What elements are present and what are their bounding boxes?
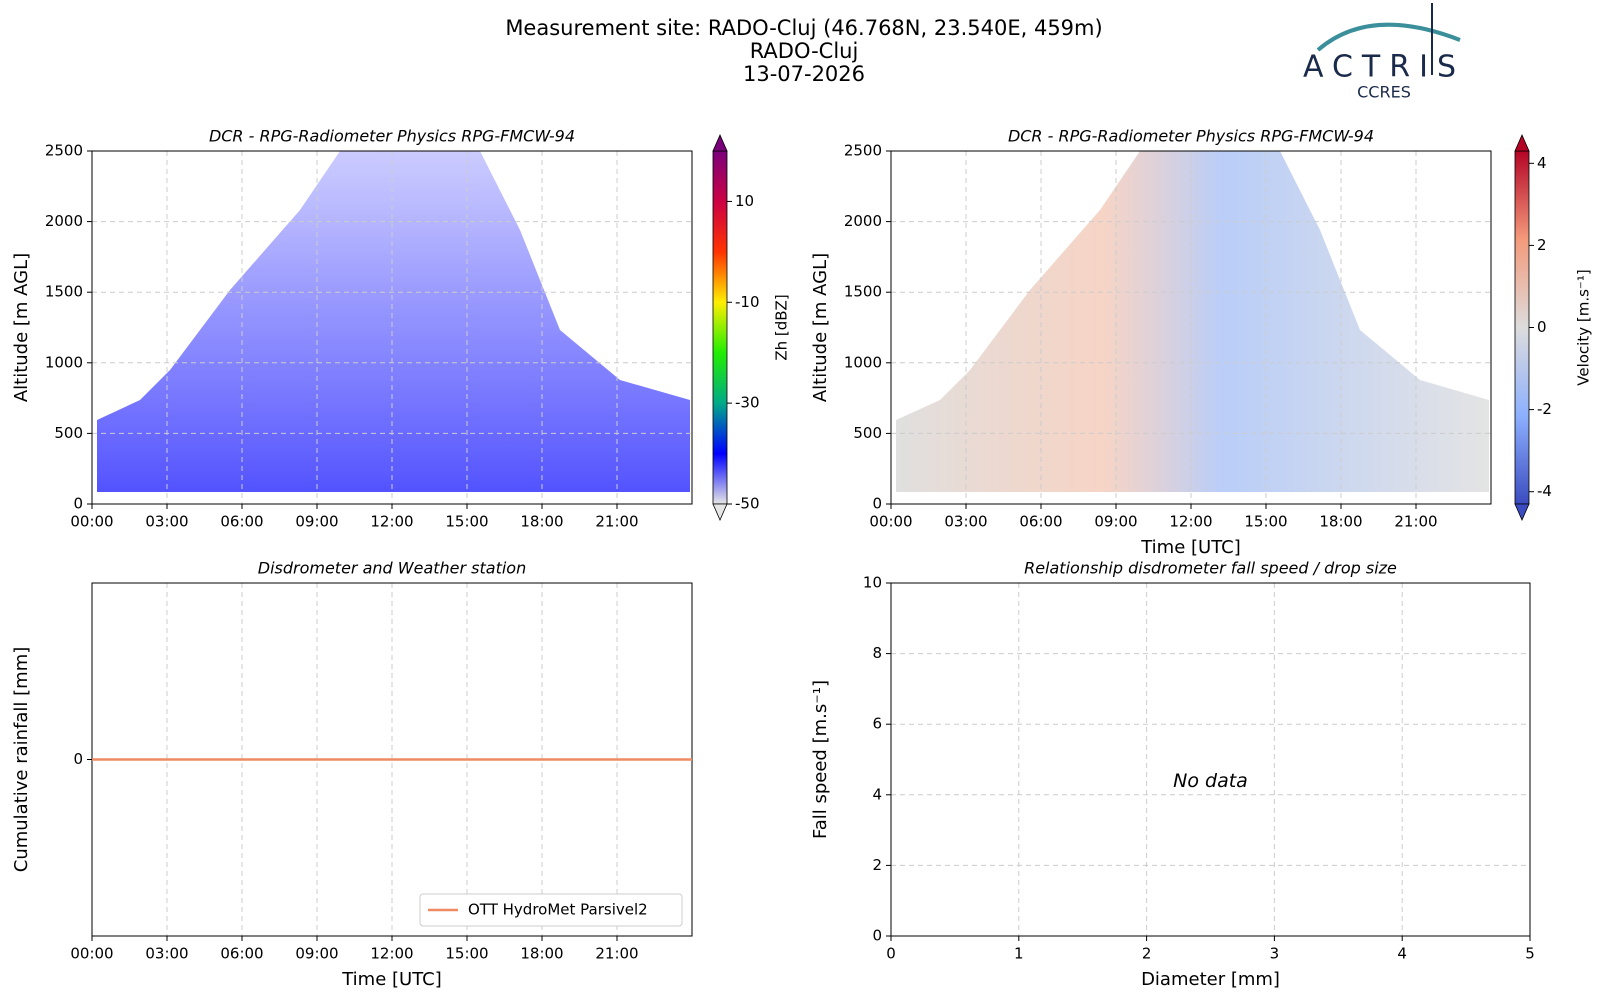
x-tick-label: 06:00 — [1019, 513, 1062, 531]
x-tick-label: 00:00 — [869, 513, 912, 531]
y-tick-label: 0 — [872, 495, 882, 513]
x-tick-label: 12:00 — [1169, 513, 1212, 531]
logo-name: ACTRIS — [1303, 50, 1465, 85]
colorbar-tick-label: 10 — [735, 192, 754, 210]
colorbar-extend — [712, 503, 728, 521]
y-tick-label: 1000 — [844, 353, 882, 371]
colorbar-tick-label: -10 — [735, 293, 760, 311]
figure-date: 13-07-2026 — [743, 62, 865, 86]
legend-box — [419, 893, 683, 927]
x-tick-label: 00:00 — [70, 513, 113, 531]
x-tick-label: 12:00 — [370, 945, 413, 963]
y-tick-label: 0 — [73, 495, 83, 513]
y-axis-label: Fall speed [m.s⁻¹] — [810, 680, 831, 839]
colorbar-label: Zh [dBZ] — [773, 294, 791, 360]
y-tick-label: 6 — [872, 715, 882, 733]
figure-title: Measurement site: RADO-Cluj (46.768N, 23… — [505, 16, 1102, 40]
y-tick-label: 2500 — [45, 142, 83, 160]
y-tick-label: 4 — [872, 785, 882, 803]
x-tick-label: 03:00 — [944, 513, 987, 531]
x-tick-label: 21:00 — [595, 513, 638, 531]
x-tick-label: 18:00 — [520, 945, 563, 963]
x-tick-label: 06:00 — [220, 945, 263, 963]
x-tick-label: 1 — [1014, 945, 1024, 963]
x-tick-label: 2 — [1142, 945, 1152, 963]
colorbar-extend — [1514, 503, 1530, 521]
y-tick-label: 500 — [853, 424, 882, 442]
colorbar-extend — [712, 134, 728, 152]
colorbar-tick-label: 4 — [1537, 154, 1547, 172]
x-tick-label: 21:00 — [595, 945, 638, 963]
y-tick-label: 2000 — [45, 212, 83, 230]
y-tick-label: 0 — [872, 927, 882, 945]
x-axis-label: Diameter [mm] — [1141, 969, 1280, 990]
legend-label: OTT HydroMet Parsivel2 — [468, 901, 648, 919]
x-tick-label: 03:00 — [145, 513, 188, 531]
plot-frame — [890, 582, 1531, 937]
x-tick-label: 03:00 — [145, 945, 188, 963]
x-tick-label: 15:00 — [445, 513, 488, 531]
x-tick-label: 18:00 — [520, 513, 563, 531]
colorbar-tick-label: -2 — [1537, 400, 1552, 418]
colorbar — [712, 150, 728, 505]
colorbar-tick-label: -50 — [735, 495, 760, 513]
colorbar-label: Velocity [m.s⁻¹] — [1575, 269, 1593, 385]
panel-title: DCR - RPG-Radiometer Physics RPG-FMCW-94 — [209, 127, 575, 146]
y-tick-label: 500 — [54, 424, 83, 442]
y-axis-label: Altitude [m AGL] — [11, 253, 32, 402]
x-tick-label: 4 — [1397, 945, 1407, 963]
x-tick-label: 3 — [1270, 945, 1280, 963]
colorbar-extend — [1514, 134, 1530, 152]
x-tick-label: 18:00 — [1319, 513, 1362, 531]
y-axis-label: Altitude [m AGL] — [810, 253, 831, 402]
colorbar-tick-label: 2 — [1537, 236, 1547, 254]
logo: ACTRIS CCRES — [1303, 3, 1465, 102]
x-tick-label: 12:00 — [370, 513, 413, 531]
x-tick-label: 21:00 — [1394, 513, 1437, 531]
plot-frame — [890, 150, 1492, 505]
y-tick-label: 1500 — [45, 283, 83, 301]
x-tick-label: 0 — [886, 945, 896, 963]
x-tick-label: 15:00 — [445, 945, 488, 963]
annotation: No data — [1173, 770, 1248, 792]
panel-title: DCR - RPG-Radiometer Physics RPG-FMCW-94 — [1008, 127, 1374, 146]
colorbar-tick-label: -4 — [1537, 482, 1552, 500]
y-tick-label: 1000 — [45, 353, 83, 371]
radar-echo-region — [896, 151, 1489, 492]
logo-sub: CCRES — [1357, 83, 1411, 102]
x-tick-label: 00:00 — [70, 945, 113, 963]
x-tick-label: 09:00 — [295, 513, 338, 531]
y-tick-label: 1500 — [844, 283, 882, 301]
y-tick-label: 10 — [863, 574, 882, 592]
radar-echo-region — [97, 151, 690, 492]
y-tick-label: 0 — [73, 750, 83, 768]
y-tick-label: 8 — [872, 644, 882, 662]
y-axis-label: Cumulative rainfall [mm] — [11, 647, 32, 873]
figure-subtitle: RADO-Cluj — [750, 39, 859, 63]
y-tick-label: 2000 — [844, 212, 882, 230]
colorbar-tick-label: -30 — [735, 394, 760, 412]
x-tick-label: 09:00 — [1094, 513, 1137, 531]
x-axis-label: Time [UTC] — [341, 969, 442, 990]
x-tick-label: 06:00 — [220, 513, 263, 531]
x-tick-label: 5 — [1525, 945, 1535, 963]
colorbar — [1514, 150, 1530, 505]
x-tick-label: 15:00 — [1244, 513, 1287, 531]
x-axis-label: Time [UTC] — [1140, 537, 1241, 558]
logo-arc — [1316, 22, 1461, 52]
y-tick-label: 2500 — [844, 142, 882, 160]
x-tick-label: 09:00 — [295, 945, 338, 963]
plot-frame — [91, 150, 693, 505]
y-tick-label: 2 — [872, 856, 882, 874]
panel-title: Disdrometer and Weather station — [258, 559, 526, 578]
panel-title: Relationship disdrometer fall speed / dr… — [1024, 559, 1397, 578]
colorbar-tick-label: 0 — [1537, 318, 1547, 336]
